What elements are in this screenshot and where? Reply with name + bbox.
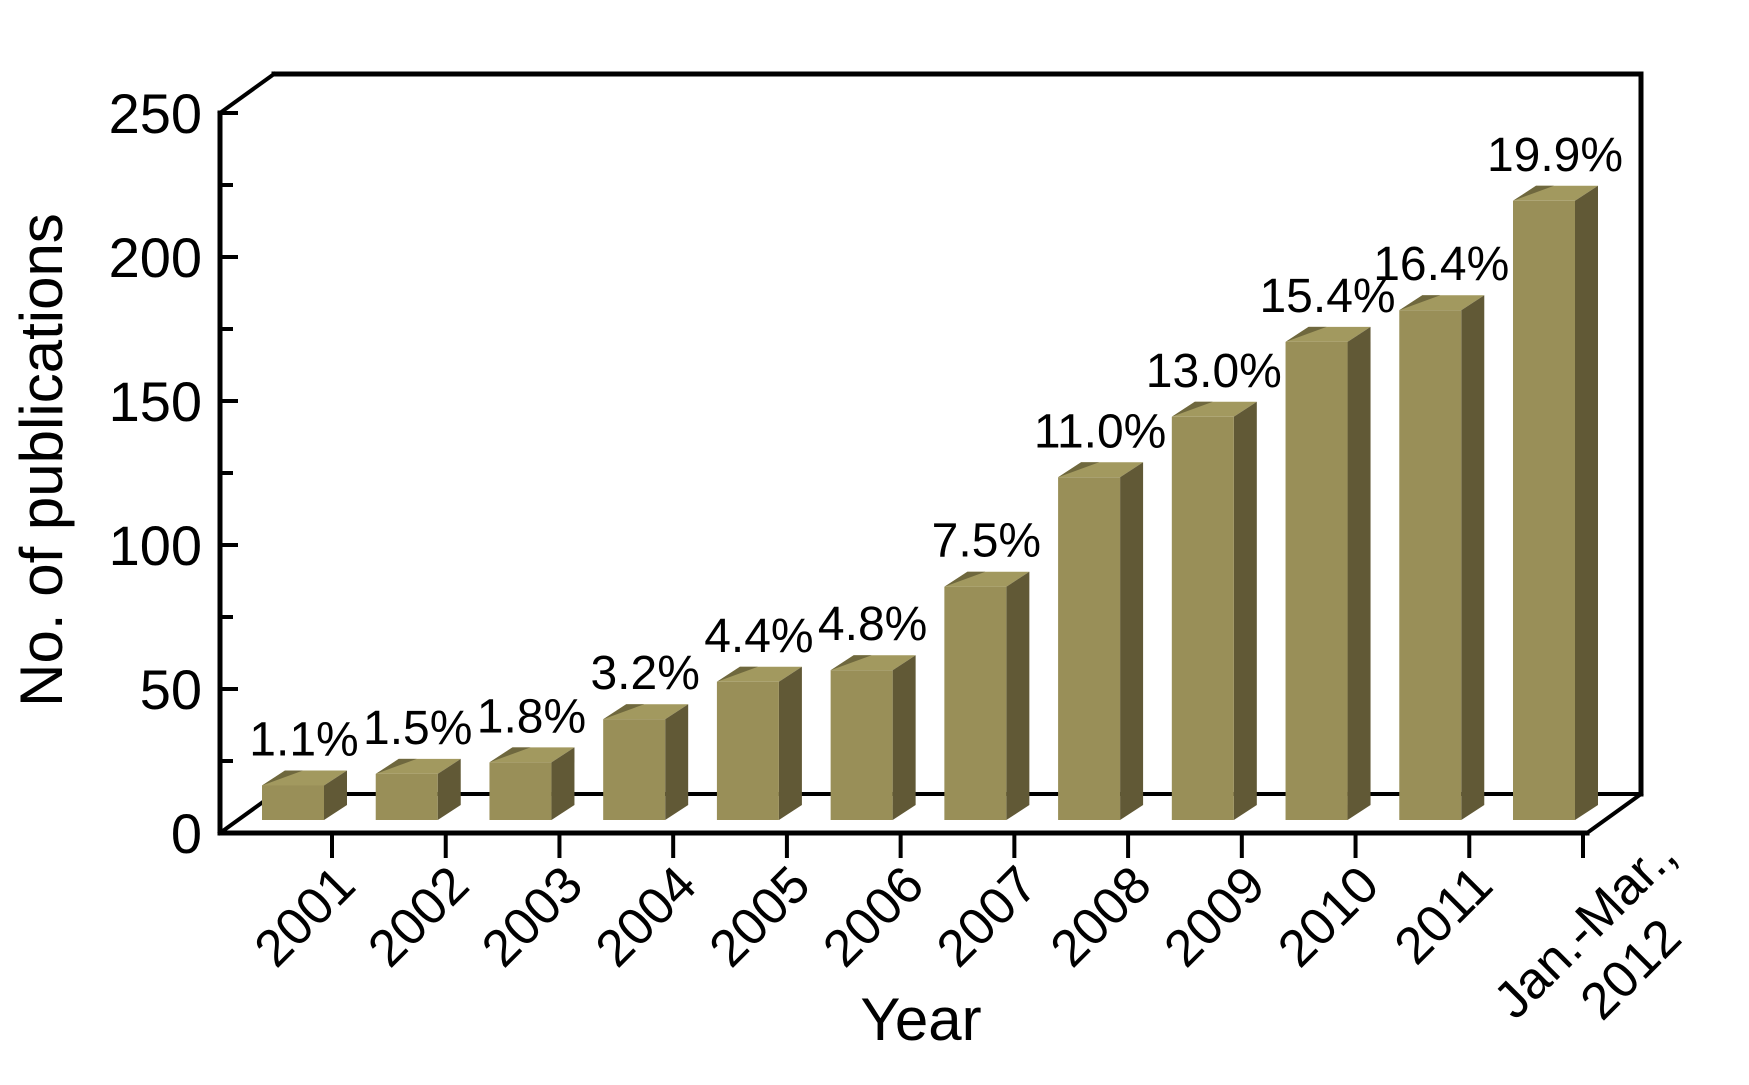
bar-percent-label: 1.5% xyxy=(363,702,472,755)
bar-group-2001 xyxy=(262,770,347,820)
bar-top-bevel xyxy=(1285,326,1327,342)
bar-front-face xyxy=(944,586,1007,820)
bar-percent-label: 15.4% xyxy=(1259,270,1395,323)
frame-bottom-right-slant xyxy=(1584,791,1644,836)
x-tick-label: 2010 xyxy=(1267,855,1390,978)
bar-top-bevel xyxy=(489,747,531,763)
bar-percent-label: 13.0% xyxy=(1146,345,1282,398)
bar-front-face xyxy=(1513,200,1575,821)
bar-percent-label: 3.2% xyxy=(590,647,699,700)
x-tick-label: 2007 xyxy=(926,855,1049,978)
bar-front-face xyxy=(1285,341,1348,820)
bar-front-face xyxy=(489,762,552,820)
bar-side-face xyxy=(665,704,689,820)
x-tick-label: 2004 xyxy=(585,855,708,978)
bar-top-bevel xyxy=(262,770,303,786)
x-tick-label: 2006 xyxy=(812,855,935,978)
bar-top-bevel xyxy=(1171,401,1213,417)
x-tick-label: 2008 xyxy=(1040,855,1163,978)
y-tick-label: 0 xyxy=(171,802,202,865)
bar-front-face xyxy=(603,719,666,820)
bar-group-2006 xyxy=(830,655,916,820)
bar-front-face xyxy=(1399,310,1462,820)
bar-group-2005 xyxy=(716,666,802,820)
y-tick-label: 50 xyxy=(140,658,202,721)
bar-group-Jan-Mar-2012 xyxy=(1513,185,1598,821)
bar-top-bevel xyxy=(1399,295,1441,311)
bar-side-face xyxy=(892,655,916,820)
bar-front-face xyxy=(1171,416,1234,820)
y-tick-label: 150 xyxy=(109,370,202,433)
bar-side-face xyxy=(1347,326,1371,820)
bar-front-face xyxy=(262,785,324,820)
bar-top-bevel xyxy=(1513,185,1554,201)
x-tick-label: 2002 xyxy=(357,855,480,978)
bar-side-face xyxy=(1006,571,1030,820)
bar-group-2004 xyxy=(603,704,689,820)
bar-percent-label: 4.4% xyxy=(704,610,813,663)
bar-group-2007 xyxy=(944,571,1030,820)
y-tick-label: 200 xyxy=(109,226,202,289)
y-tick-label: 250 xyxy=(109,82,202,145)
bar-group-2003 xyxy=(489,747,575,820)
y-tick-label: 100 xyxy=(109,514,202,577)
bar-group-2008 xyxy=(1058,462,1144,820)
bar-top-bevel xyxy=(1058,462,1100,478)
bar-front-face xyxy=(375,773,438,820)
bar-percent-label: 1.1% xyxy=(249,713,358,766)
bar-side-face xyxy=(1575,185,1598,821)
bar-group-2011 xyxy=(1399,295,1485,820)
x-tick-label: 2009 xyxy=(1153,855,1276,978)
bar-side-face xyxy=(324,770,347,820)
bar-top-bevel xyxy=(603,704,645,720)
bar-percent-label: 16.4% xyxy=(1373,238,1509,291)
bar-top-bevel xyxy=(375,758,417,774)
bar-side-face xyxy=(551,747,575,820)
bar-percent-label: 19.9% xyxy=(1487,129,1623,182)
bar-side-face xyxy=(1461,295,1485,820)
bar-front-face xyxy=(716,681,779,820)
bar-percent-label: 1.8% xyxy=(477,690,586,743)
x-axis-title: Year xyxy=(860,986,981,1053)
y-axis-title: No. of publications xyxy=(8,213,75,707)
bar-group-2010 xyxy=(1285,326,1371,820)
bar-percent-label: 7.5% xyxy=(932,515,1041,568)
bar-group-2009 xyxy=(1171,401,1257,820)
x-tick-label: 2011 xyxy=(1384,855,1504,975)
bar-top-bevel xyxy=(830,655,872,671)
bar-top-bevel xyxy=(944,571,986,587)
x-tick-label: 2001 xyxy=(244,855,367,978)
frame-top-left-slant xyxy=(217,71,277,116)
bar-side-face xyxy=(437,758,461,820)
bar-group-2002 xyxy=(375,758,461,820)
bar-side-face xyxy=(778,666,802,820)
bar-side-face xyxy=(1233,401,1257,820)
x-tick-label: 2003 xyxy=(471,855,594,978)
bar-percent-label: 11.0% xyxy=(1034,405,1167,458)
bar-front-face xyxy=(830,670,893,820)
bar-percent-label: 4.8% xyxy=(818,598,927,651)
bar-top-bevel xyxy=(716,666,758,682)
bar-side-face xyxy=(1120,462,1144,820)
x-tick-label: 2005 xyxy=(699,855,822,978)
bar-front-face xyxy=(1058,477,1121,820)
x-tick-label-multiline: Jan.-Mar.,2012 xyxy=(1483,825,1731,1073)
